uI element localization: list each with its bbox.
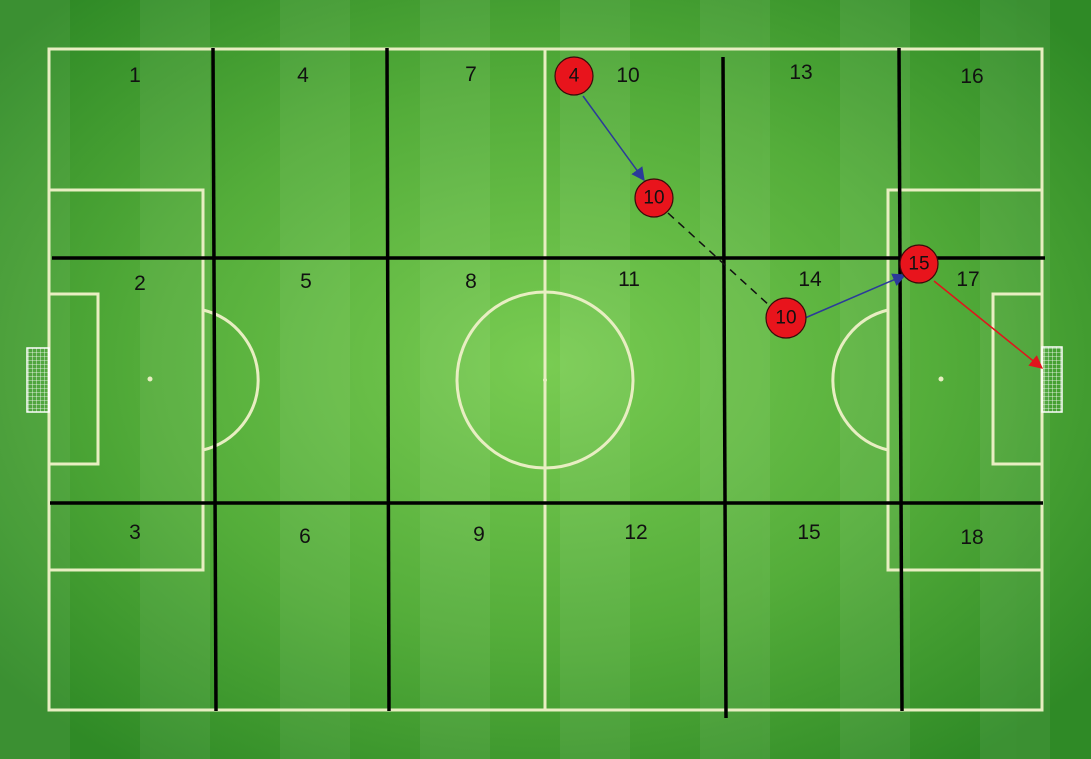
zone-line-vertical-2 (385, 47, 391, 712)
zone-label: 8 (465, 270, 477, 293)
center-circle (455, 290, 635, 470)
left-penalty-spot (147, 376, 153, 382)
right-penalty-spot (938, 376, 944, 382)
left-goal-net (26, 347, 50, 413)
zone-label: 3 (129, 521, 141, 544)
player-10-second: 10 (765, 297, 807, 339)
zone-label: 13 (789, 61, 812, 84)
zone-label: 16 (960, 65, 983, 88)
zone-label: 2 (134, 272, 146, 295)
players: 4 10 10 15 (554, 56, 939, 339)
zone-label: 11 (618, 268, 640, 291)
zone-label: 18 (960, 526, 983, 549)
pass-arrow-10-to-15 (804, 273, 907, 319)
right-goal-net (1041, 346, 1063, 413)
center-spot (543, 378, 547, 382)
shot-arrow-15-to-goal (933, 280, 1044, 369)
zone-grid (50, 47, 1045, 719)
movement-arrows (582, 95, 1044, 369)
player-number: 10 (643, 188, 664, 209)
zone-label: 17 (956, 268, 979, 291)
player-15: 15 (899, 244, 939, 284)
player-4: 4 (554, 56, 594, 96)
zone-line-vertical-4 (897, 47, 904, 712)
left-penalty-arc (202, 308, 260, 452)
zone-label: 1 (129, 64, 141, 87)
right-penalty-arc (831, 308, 889, 452)
zone-label: 5 (300, 270, 312, 293)
zone-label: 7 (465, 63, 477, 86)
zone-label: 9 (473, 523, 485, 546)
player-number: 4 (569, 66, 580, 87)
zone-label: 15 (797, 521, 820, 544)
zone-labels: 1 2 3 4 5 6 7 8 9 10 11 12 13 14 15 16 1… (129, 61, 984, 549)
zone-label: 14 (798, 268, 822, 291)
pass-arrow-4-to-10 (582, 95, 645, 182)
player-number: 15 (908, 254, 929, 275)
zone-label: 4 (297, 64, 309, 87)
zone-line-vertical-1 (211, 47, 218, 712)
zone-label: 12 (624, 521, 647, 544)
player-number: 10 (775, 308, 796, 329)
run-line-10-to-10 (667, 212, 771, 307)
zone-label: 6 (299, 525, 311, 548)
zone-label: 10 (616, 64, 639, 87)
zone-line-vertical-3 (721, 56, 728, 719)
player-10-first: 10 (634, 178, 674, 218)
